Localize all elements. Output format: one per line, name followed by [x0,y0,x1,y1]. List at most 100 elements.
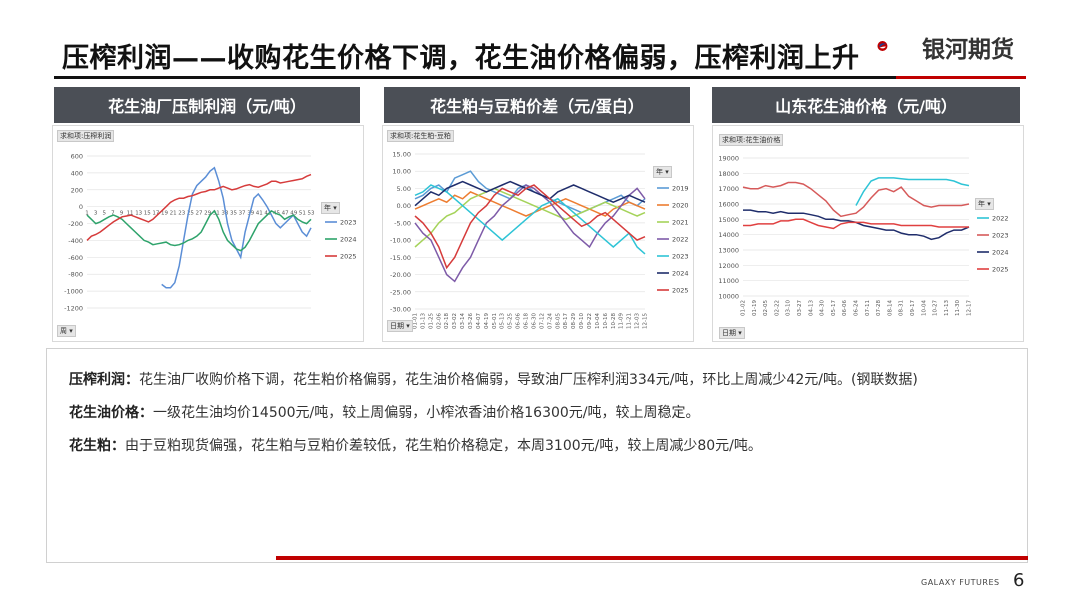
x-tick-label: 12-03 [635,313,641,329]
legend-filter-button[interactable]: 年 ▾ [653,166,672,178]
x-tick-label: 23 [178,211,185,217]
y-tick-label: 19000 [718,155,739,163]
y-tick-label: -20.00 [390,271,411,279]
x-tick-label: 13 [135,211,142,217]
x-tick-label: 5 [102,211,106,217]
title-underline [54,76,896,79]
legend-label: 2023 [672,253,689,261]
y-tick-label: 12000 [718,262,739,270]
y-tick-label: 17000 [718,185,739,193]
note-oil-price: 花生油价格：一级花生油均价14500元/吨，较上周偏弱，小榨浓香油价格16300… [69,402,700,422]
note-crush-margin: 压榨利润：花生油厂收购价格下调，花生粕价格偏弱，花生油价格偏弱，导致油厂压榨利润… [69,369,918,389]
x-tick-label: 49 [290,211,297,217]
x-tick-label: 19 [161,211,168,217]
y-tick-label: 18000 [718,170,739,178]
note-text: 由于豆粕现货偏强，花生粕与豆粕价差较低，花生粕价格稳定，本周3100元/吨，较上… [125,438,762,454]
legend-label: 2022 [992,215,1009,223]
axis-filter-button[interactable]: 周 ▾ [57,325,76,337]
x-tick-label: 09-17 [910,300,916,316]
panel-heading-oil-price: 山东花生油价格（元/吨） [712,87,1020,123]
x-tick-label: 41 [256,211,263,217]
commentary-box: 压榨利润：花生油厂收购价格下调，花生粕价格偏弱，花生油价格偏弱，导致油厂压榨利润… [46,348,1028,563]
x-tick-label: 08-29 [571,313,577,329]
pivot-field-tag: 求和项:花生粕-豆粕 [387,130,454,142]
legend-label: 2024 [340,236,357,244]
y-tick-label: -200 [68,220,83,228]
y-tick-label: -30.00 [390,306,411,314]
x-tick-label: 35 [230,211,237,217]
x-tick-label: 01-19 [752,300,758,316]
x-tick-label: 51 [299,211,306,217]
x-tick-label: 11-13 [944,300,950,316]
note-label: 花生油价格： [69,405,153,421]
y-tick-label: -25.00 [390,288,411,296]
legend-filter-button[interactable]: 年 ▾ [321,202,340,214]
x-tick-label: 08-17 [563,313,569,329]
x-tick-label: 02-18 [444,313,450,329]
x-tick-label: 11-21 [627,313,633,329]
x-tick-label: 06-24 [854,300,860,316]
x-tick-label: 53 [308,211,315,217]
y-tick-label: -800 [68,271,83,279]
x-tick-label: 03-27 [797,300,803,316]
y-tick-label: -1200 [64,305,83,313]
panel-heading-meal-spread: 花生粕与豆粕价差（元/蛋白） [384,87,690,123]
bottom-accent-bar [276,556,1028,560]
x-tick-label: 47 [282,211,289,217]
x-tick-label: 03-10 [786,300,792,316]
x-tick-label: 05-13 [500,313,506,329]
x-tick-label: 10-27 [933,300,939,316]
x-tick-label: 06-18 [524,313,530,329]
legend-label: 2025 [340,253,357,261]
y-tick-label: 15.00 [392,151,411,159]
x-tick-label: 29 [204,211,211,217]
x-tick-label: 01-01 [413,313,419,329]
galaxy-logo-icon [877,41,888,51]
x-tick-label: 02-22 [774,300,780,316]
x-tick-label: 05-25 [508,313,514,329]
x-tick-label: 10-04 [921,300,927,316]
y-tick-label: 15000 [718,216,739,224]
page-title: 压榨利润——收购花生价格下调，花生油价格偏弱，压榨利润上升 [62,43,860,74]
y-tick-label: 200 [71,186,83,194]
series-line-2024 [414,180,646,207]
legend-label: 2025 [672,287,689,295]
legend-label: 2019 [672,185,689,193]
legend-filter-button[interactable]: 年 ▾ [975,198,994,210]
x-tick-label: 07-24 [547,313,553,329]
x-tick-label: 21 [170,211,177,217]
legend-label: 2023 [992,232,1009,240]
x-tick-label: 27 [196,211,203,217]
y-tick-label: -5.00 [394,219,411,227]
note-label: 花生粕： [69,438,125,454]
x-tick-label: 17 [152,211,159,217]
legend-label: 2021 [672,219,689,227]
series-line-2024 [86,209,312,252]
x-tick-label: 04-13 [808,300,814,316]
series-line-2025 [86,173,312,241]
x-tick-label: 05-01 [492,313,498,329]
y-tick-label: 11000 [718,277,739,285]
axis-filter-button[interactable]: 日期 ▾ [387,320,413,332]
series-line-2023 [414,184,646,255]
x-tick-label: 10-16 [603,313,609,329]
x-tick-label: 08-14 [887,300,893,316]
y-tick-label: 400 [71,169,83,177]
x-tick-label: 09-22 [587,313,593,329]
pivot-field-tag: 求和项:压榨利润 [57,130,115,142]
series-line-2025 [414,184,646,270]
legend-label: 2024 [672,270,689,278]
footer-brand: GALAXY FUTURES [921,578,1000,587]
x-tick-label: 04-07 [476,313,482,329]
x-tick-label: 01-02 [741,300,747,316]
x-tick-label: 25 [187,211,194,217]
y-tick-label: 10000 [718,293,739,301]
legend-label: 2024 [992,249,1009,257]
series-line-2023 [161,166,312,289]
axis-filter-button[interactable]: 日期 ▾ [719,327,745,339]
chart-meal-spread: 15.00 10.00 5.00 0.00 -5.00 -10.00 -15.00 -20.0… [382,125,694,342]
x-tick-label: 03-26 [468,313,474,329]
y-tick-label: 600 [71,153,83,161]
x-tick-label: 06-30 [531,313,537,329]
